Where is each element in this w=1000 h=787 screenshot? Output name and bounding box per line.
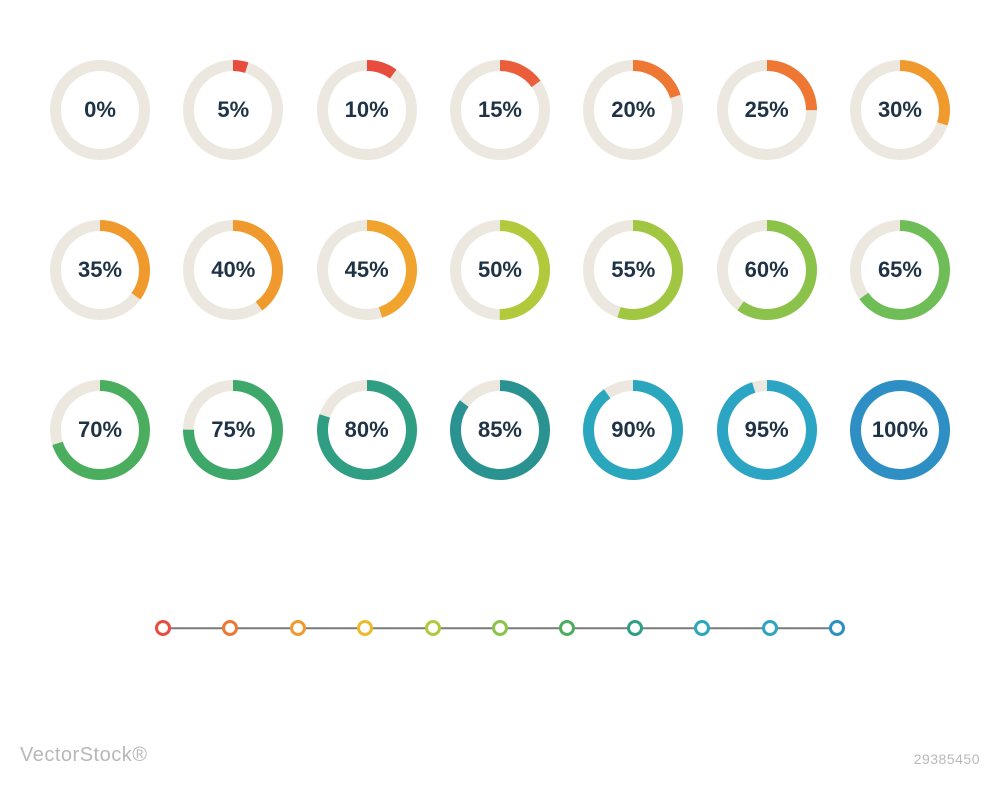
progress-ring: 80% — [317, 380, 417, 480]
timeline-dot — [222, 620, 238, 636]
progress-ring: 95% — [717, 380, 817, 480]
progress-ring-label: 25% — [745, 97, 789, 123]
progress-ring-label: 90% — [611, 417, 655, 443]
progress-ring: 35% — [50, 220, 150, 320]
progress-ring: 45% — [317, 220, 417, 320]
timeline-dot — [357, 620, 373, 636]
progress-ring: 85% — [450, 380, 550, 480]
timeline-dot — [694, 620, 710, 636]
progress-ring: 20% — [583, 60, 683, 160]
color-timeline — [155, 620, 845, 636]
progress-ring-label: 15% — [478, 97, 522, 123]
progress-ring-label: 55% — [611, 257, 655, 283]
progress-ring: 75% — [183, 380, 283, 480]
progress-ring: 25% — [717, 60, 817, 160]
progress-ring-label: 85% — [478, 417, 522, 443]
progress-ring: 40% — [183, 220, 283, 320]
progress-ring: 0% — [50, 60, 150, 160]
progress-ring-label: 70% — [78, 417, 122, 443]
ring-row: 35% 40% 45% 50% 55% 60% 65% — [50, 220, 950, 320]
progress-ring-label: 20% — [611, 97, 655, 123]
progress-ring-grid: 0% 5% 10% 15% 20% 25% 30% 35% 40% 45% 50% 55% 60% 65%… — [50, 60, 950, 480]
timeline-dot — [425, 620, 441, 636]
timeline-dot — [559, 620, 575, 636]
progress-ring: 10% — [317, 60, 417, 160]
progress-ring-label: 0% — [84, 97, 116, 123]
progress-ring-label: 80% — [345, 417, 389, 443]
progress-ring-label: 40% — [211, 257, 255, 283]
progress-ring-label: 5% — [217, 97, 249, 123]
progress-ring-label: 10% — [345, 97, 389, 123]
progress-ring: 90% — [583, 380, 683, 480]
progress-ring: 5% — [183, 60, 283, 160]
timeline-dot — [762, 620, 778, 636]
progress-ring-label: 45% — [345, 257, 389, 283]
progress-ring-label: 30% — [878, 97, 922, 123]
progress-ring: 70% — [50, 380, 150, 480]
watermark-brand: VectorStock® — [20, 744, 147, 767]
progress-ring: 30% — [850, 60, 950, 160]
progress-ring-label: 100% — [872, 417, 928, 443]
ring-row: 0% 5% 10% 15% 20% 25% 30% — [50, 60, 950, 160]
watermark-id: 29385450 — [914, 751, 980, 767]
progress-ring: 55% — [583, 220, 683, 320]
progress-ring-label: 65% — [878, 257, 922, 283]
ring-row: 70% 75% 80% 85% 90% 95% 100% — [50, 380, 950, 480]
progress-ring: 65% — [850, 220, 950, 320]
timeline-dot — [290, 620, 306, 636]
progress-ring: 50% — [450, 220, 550, 320]
progress-ring-label: 35% — [78, 257, 122, 283]
progress-ring: 15% — [450, 60, 550, 160]
progress-ring: 100% — [850, 380, 950, 480]
progress-ring-label: 75% — [211, 417, 255, 443]
timeline-dot — [492, 620, 508, 636]
progress-ring-label: 60% — [745, 257, 789, 283]
timeline-dot — [155, 620, 171, 636]
progress-ring-label: 50% — [478, 257, 522, 283]
timeline-dot — [829, 620, 845, 636]
progress-ring-label: 95% — [745, 417, 789, 443]
progress-ring: 60% — [717, 220, 817, 320]
timeline-dot — [627, 620, 643, 636]
